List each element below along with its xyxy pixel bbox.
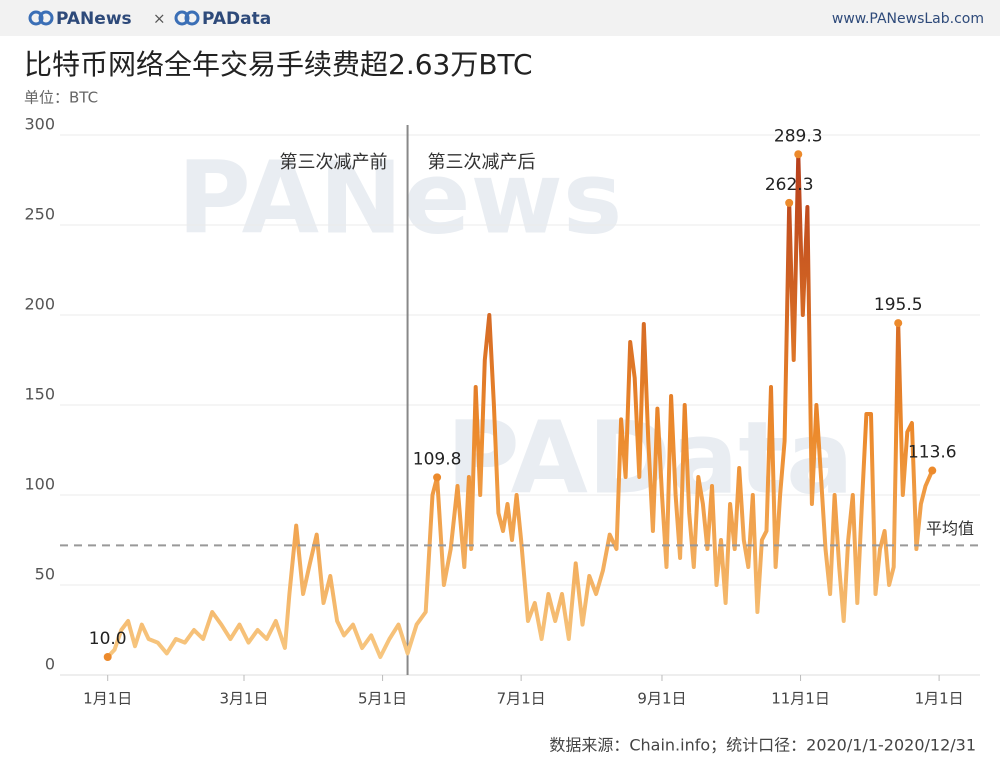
x-tick-label: 7月1日 xyxy=(497,690,546,708)
data-label: 262.3 xyxy=(765,175,814,195)
data-label: 10.0 xyxy=(89,629,127,649)
data-label: 113.6 xyxy=(908,443,957,463)
highlight-point xyxy=(785,198,794,207)
y-tick-label: 300 xyxy=(24,115,55,134)
y-tick-label: 250 xyxy=(24,205,55,224)
y-tick-label: 50 xyxy=(35,565,55,584)
data-label: 195.5 xyxy=(874,295,923,315)
x-tick-label: 5月1日 xyxy=(358,690,407,708)
highlight-point xyxy=(103,653,112,661)
site-url: www.PANewsLab.com xyxy=(832,11,984,27)
annotation: 第三次减产后 xyxy=(428,152,536,173)
y-tick-label: 200 xyxy=(24,295,55,314)
x-tick-label: 11月1日 xyxy=(771,690,830,708)
x-tick-label: 1月1日 xyxy=(915,690,964,708)
brand-left: PANews xyxy=(56,9,132,29)
chart-title: 比特币网络全年交易手续费超2.63万BTC xyxy=(24,48,533,81)
y-tick-label: 150 xyxy=(24,385,55,404)
header-bar xyxy=(0,0,1000,36)
chart-subtitle: 单位：BTC xyxy=(24,89,98,107)
fee-line xyxy=(106,152,935,659)
x-tick-label: 1月1日 xyxy=(83,690,132,708)
x-tick-label: 9月1日 xyxy=(637,690,686,708)
watermark: PANews xyxy=(178,139,623,256)
brand: PANews × PAData xyxy=(28,9,271,29)
highlight-point xyxy=(928,466,937,475)
brand-right: PAData xyxy=(202,9,271,29)
source-note: 数据来源：Chain.info；统计口径：2020/1/1-2020/12/31 xyxy=(549,736,976,755)
highlight-point xyxy=(794,150,803,159)
brand-sep: × xyxy=(153,10,166,28)
y-tick-label: 100 xyxy=(24,475,55,494)
data-label: 109.8 xyxy=(413,449,462,469)
highlight-point xyxy=(433,473,442,482)
x-tick-label: 3月1日 xyxy=(219,690,268,708)
annotation: 第三次减产前 xyxy=(280,152,388,173)
y-tick-label: 0 xyxy=(45,655,55,674)
data-label: 289.3 xyxy=(774,126,823,146)
average-label: 平均值 xyxy=(926,519,974,538)
highlight-point xyxy=(894,319,903,328)
